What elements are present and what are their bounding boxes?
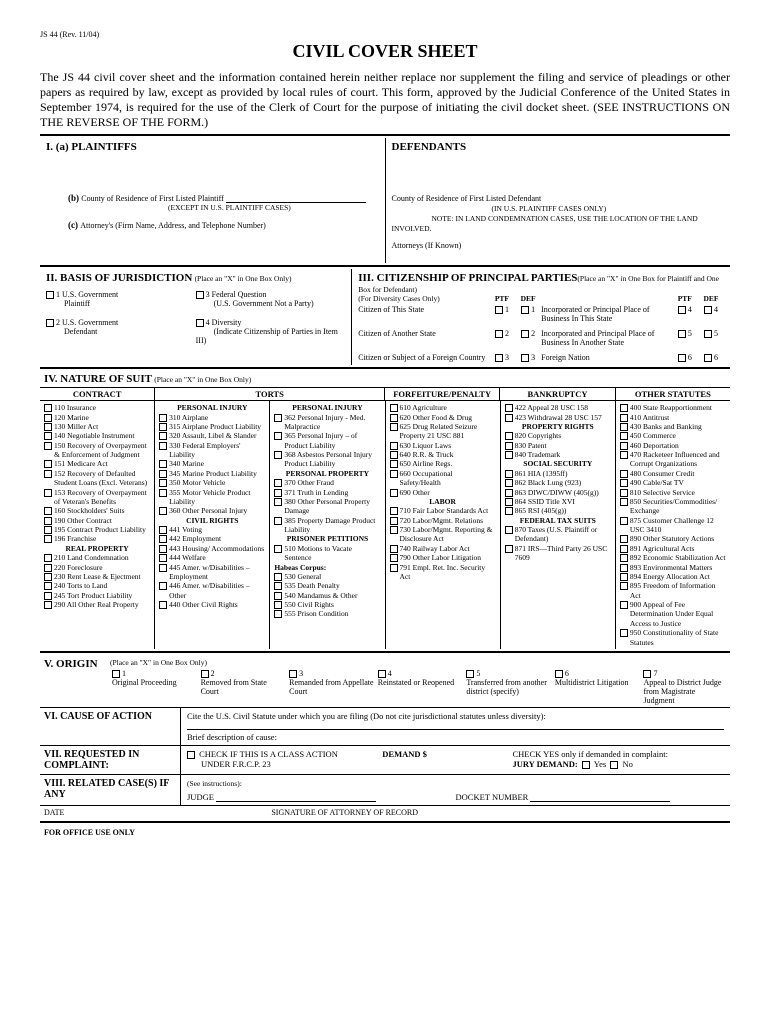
page-title: CIVIL COVER SHEET <box>40 41 730 62</box>
checkbox[interactable] <box>46 319 54 327</box>
defendants-label: DEFENDANTS <box>392 141 725 153</box>
section-5: V. ORIGIN (Place an "X" in One Box Only)… <box>40 655 730 707</box>
section-7: VII. REQUESTED IN COMPLAINT: CHECK IF TH… <box>40 745 730 774</box>
signature-row: DATE SIGNATURE OF ATTORNEY OF RECORD <box>40 806 730 819</box>
s1b-note: (EXCEPT IN U.S. PLAINTIFF CASES) <box>168 203 379 212</box>
def-county: County of Residence of First Listed Defe… <box>392 194 542 203</box>
s1c-label: (c) <box>68 220 78 230</box>
def-atty: Attorneys (If Known) <box>392 241 725 250</box>
s2-title: II. BASIS OF JURISDICTION <box>46 272 192 284</box>
s2-hint: (Place an "X" in One Box Only) <box>195 274 292 283</box>
section-4: IV. NATURE OF SUIT (Place an "X" in One … <box>40 371 730 649</box>
intro-text: The JS 44 civil cover sheet and the info… <box>40 70 730 130</box>
form-id: JS 44 (Rev. 11/04) <box>40 30 730 39</box>
plaintiffs-label: I. (a) PLAINTIFFS <box>46 141 379 153</box>
checkbox[interactable] <box>196 319 204 327</box>
s1b-label: (b) <box>68 193 79 203</box>
section-2-3: II. BASIS OF JURISDICTION (Place an "X" … <box>40 269 730 365</box>
section-6: VI. CAUSE OF ACTION Cite the U.S. Civil … <box>40 707 730 745</box>
s1c-text: Attorney's (Firm Name, Address, and Tele… <box>80 221 266 230</box>
section-8: VIII. RELATED CASE(S) IF ANY (See instru… <box>40 774 730 805</box>
section-1: I. (a) PLAINTIFFS (b) County of Residenc… <box>40 138 730 263</box>
checkbox[interactable] <box>196 291 204 299</box>
s1b-text: County of Residence of First Listed Plai… <box>81 194 224 203</box>
def-note2: NOTE: IN LAND CONDEMNATION CASES, USE TH… <box>392 214 698 233</box>
s3-title: III. CITIZENSHIP OF PRINCIPAL PARTIES <box>358 272 577 284</box>
def-note1: (IN U.S. PLAINTIFF CASES ONLY) <box>492 204 607 213</box>
checkbox[interactable] <box>46 291 54 299</box>
office-use: FOR OFFICE USE ONLY <box>40 825 730 840</box>
